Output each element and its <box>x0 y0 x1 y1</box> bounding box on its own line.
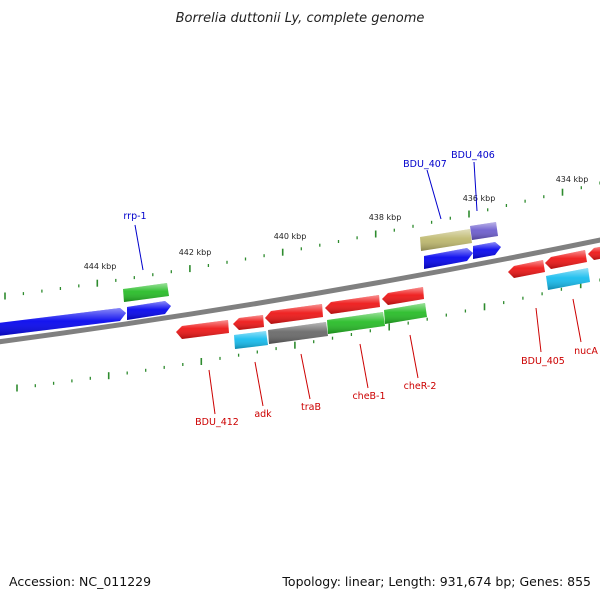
leader-cher-2 <box>409 334 419 379</box>
leader-rrp-1 <box>134 224 144 271</box>
label-trab[interactable]: traB <box>301 402 321 413</box>
gene-red-small-gloss <box>233 315 264 330</box>
leader-bdu-412 <box>208 369 216 415</box>
gene-adk-gloss <box>234 331 268 349</box>
leader-bdu-406 <box>473 161 478 212</box>
gene-bdu-405-gloss <box>508 260 545 278</box>
gene-arrow-blue-right-2-gloss <box>473 242 501 259</box>
gene-arrow-blue-short-gloss <box>127 301 171 320</box>
accession-text: Accession: NC_011229 <box>9 574 151 589</box>
gene-arrow-blue-right-1-gloss <box>424 248 473 269</box>
gene-nuca-red-gloss <box>545 250 587 269</box>
leader-adk <box>254 361 264 407</box>
upper-gene-track <box>0 222 501 336</box>
gene-labels: rrp-1 BDU_407 BDU_406 BDU_412 adk traB c… <box>123 150 598 428</box>
scale-label-434: 434 kbp <box>556 175 589 184</box>
leader-trab <box>300 353 311 400</box>
scale-labels: 434 kbp 436 kbp 438 kbp 440 kbp 442 kbp … <box>84 175 589 271</box>
scale-label-438: 438 kbp <box>369 213 402 222</box>
gene-bdu-412-gloss <box>176 320 229 339</box>
lower-gene-track <box>176 246 600 349</box>
gene-edge-red-gloss <box>588 246 600 260</box>
leader-nuca <box>572 298 582 343</box>
label-leaders <box>134 161 582 415</box>
label-adk[interactable]: adk <box>254 409 272 420</box>
gene-trab-gloss <box>268 322 328 344</box>
gene-cheb-1-gloss <box>327 312 385 334</box>
label-bdu-406[interactable]: BDU_406 <box>451 150 495 161</box>
label-bdu-405[interactable]: BDU_405 <box>521 356 565 367</box>
scale-label-436: 436 kbp <box>463 194 496 203</box>
outer-tick-track <box>4 181 600 300</box>
gene-rrp-1-gloss <box>123 283 169 302</box>
label-nuca[interactable]: nucA <box>574 346 598 357</box>
gene-red-right-gloss <box>325 295 380 314</box>
label-bdu-412[interactable]: BDU_412 <box>195 417 239 428</box>
label-cheb-1[interactable]: cheB-1 <box>352 391 385 402</box>
inner-tick-track <box>16 278 600 392</box>
gene-nuca-gloss <box>546 268 590 290</box>
scale-label-440: 440 kbp <box>274 232 307 241</box>
gene-bdu-406-gloss <box>470 222 498 240</box>
label-rrp-1[interactable]: rrp-1 <box>123 211 146 222</box>
scale-label-442: 442 kbp <box>179 248 212 257</box>
leader-cheb-1 <box>359 343 369 389</box>
genome-backbone <box>0 237 600 345</box>
gene-red-mid-gloss <box>265 304 323 324</box>
genome-summary-text: Topology: linear; Length: 931,674 bp; Ge… <box>281 574 591 589</box>
gene-cher-2-red-gloss <box>382 287 424 305</box>
gene-cher-2-gloss <box>384 303 427 324</box>
gene-arrow-blue-long-gloss <box>0 308 126 336</box>
leader-bdu-407 <box>426 169 442 220</box>
label-bdu-407[interactable]: BDU_407 <box>403 159 447 170</box>
map-title: Borrelia duttonii Ly, complete genome <box>176 11 425 26</box>
scale-label-444: 444 kbp <box>84 262 117 271</box>
gene-bdu-407-gloss <box>420 229 472 251</box>
leader-bdu-405 <box>535 307 542 353</box>
label-cher-2[interactable]: cheR-2 <box>404 381 437 392</box>
